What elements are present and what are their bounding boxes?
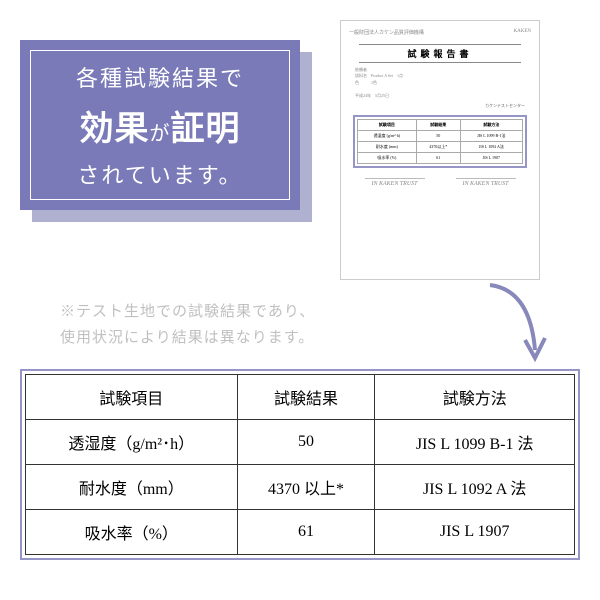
- headline-panel: 各種試験結果で 効果が証明 されています。: [20, 40, 300, 210]
- table-row: 耐水度（mm） 4370 以上* JIS L 1092 A 法: [26, 465, 575, 510]
- doc-meta: 依頼者試料名 Product A Set 1点色 1色平成24年 5月25日: [349, 67, 531, 99]
- headline-big1: 効果: [80, 111, 150, 148]
- table-header-row: 試験項目 試験結果 試験方法: [26, 375, 575, 420]
- cell-item: 吸水率（%）: [26, 510, 238, 555]
- note-line2: 使用状況により結果は異なります。: [60, 330, 314, 346]
- doc-mini-table: 試験項目試験結果試験方法 透湿度 (g/m²·h)50JIS L 1099 B-…: [357, 119, 523, 164]
- table-row: 透湿度（g/m²･h） 50 JIS L 1099 B-1 法: [26, 420, 575, 465]
- doc-title: 試験報告書: [359, 44, 521, 63]
- doc-testcenter: カケンテストセンター: [485, 103, 525, 108]
- doc-table-highlight: 試験項目試験結果試験方法 透湿度 (g/m²·h)50JIS L 1099 B-…: [353, 115, 527, 168]
- headline-line3: されています。: [77, 158, 242, 190]
- main-table: 試験項目 試験結果 試験方法 透湿度（g/m²･h） 50 JIS L 1099…: [25, 374, 575, 555]
- table-row: 吸水率（%） 61 JIS L 1907: [26, 510, 575, 555]
- headline-ga: が: [150, 123, 171, 145]
- doc-right: カケンテストセンター: [349, 103, 531, 109]
- col-header-result: 試験結果: [237, 375, 375, 420]
- col-header-method: 試験方法: [375, 375, 575, 420]
- cell-result: 4370 以上*: [237, 465, 375, 510]
- arrow-icon: [430, 280, 570, 380]
- cell-method: JIS L 1099 B-1 法: [375, 420, 575, 465]
- doc-sig1: IN KAKEN TRUST: [365, 178, 425, 187]
- cell-item: 耐水度（mm）: [26, 465, 238, 510]
- main-table-wrap: 試験項目 試験結果 試験方法 透湿度（g/m²･h） 50 JIS L 1099…: [20, 369, 580, 560]
- cell-method: JIS L 1907: [375, 510, 575, 555]
- cell-result: 50: [237, 420, 375, 465]
- doc-signatures: IN KAKEN TRUST IN KAKEN TRUST: [349, 178, 531, 187]
- doc-brand: KAKEN: [514, 29, 532, 36]
- cell-result: 61: [237, 510, 375, 555]
- cell-method: JIS L 1092 A 法: [375, 465, 575, 510]
- cell-item: 透湿度（g/m²･h）: [26, 420, 238, 465]
- doc-header: 一般財団法人カケン品質評価機構 KAKEN: [349, 29, 531, 36]
- headline-big2: 証明: [171, 111, 241, 148]
- document-thumbnail: 一般財団法人カケン品質評価機構 KAKEN 試験報告書 依頼者試料名 Produ…: [340, 20, 540, 280]
- col-header-item: 試験項目: [26, 375, 238, 420]
- headline-line2: 効果が証明: [80, 101, 241, 150]
- headline-box: 各種試験結果で 効果が証明 されています。: [20, 40, 320, 220]
- doc-sig2: IN KAKEN TRUST: [456, 178, 516, 187]
- doc-header-left: 一般財団法人カケン品質評価機構: [349, 29, 424, 36]
- headline-line1: 各種試験結果で: [76, 61, 244, 93]
- note-line1: ※テスト生地での試験結果であり、: [60, 304, 315, 320]
